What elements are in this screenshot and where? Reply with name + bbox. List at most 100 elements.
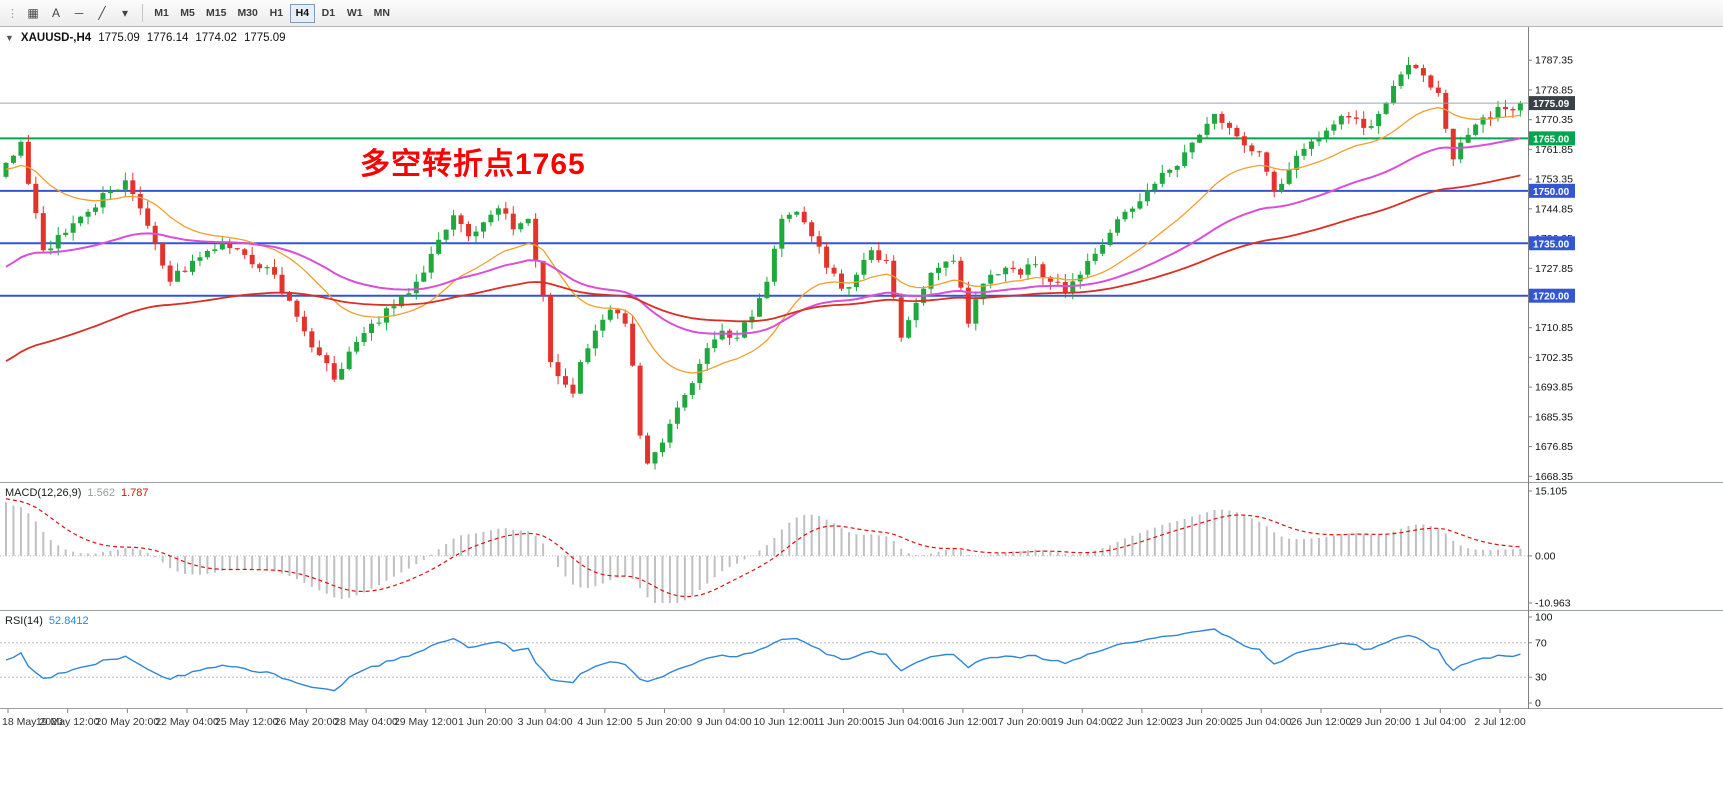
macd-axis-label: 0.00 bbox=[1535, 550, 1556, 562]
one-click-collapse-icon[interactable]: ▼ bbox=[5, 33, 14, 43]
time-axis-label: 3 Jun 04:00 bbox=[518, 716, 573, 728]
hline-price-badge bbox=[1529, 131, 1575, 146]
timeframe-m1-button[interactable]: M1 bbox=[154, 7, 169, 19]
price-axis-label: 1702.35 bbox=[1535, 352, 1573, 364]
ma-fast-orange bbox=[5, 106, 1521, 374]
time-axis-label: 25 May 12:00 bbox=[215, 716, 279, 728]
macd-signal-line bbox=[5, 498, 1521, 598]
hline-price-badge bbox=[1529, 288, 1575, 303]
rsi-canvas[interactable]: 100 70 30 0 bbox=[0, 611, 1723, 709]
ma-slow-red bbox=[5, 174, 1521, 362]
time-axis-label: 23 Jun 20:00 bbox=[1171, 716, 1232, 728]
time-axis-label: 4 Jun 12:00 bbox=[577, 716, 632, 728]
rsi-axis-label: 70 bbox=[1535, 637, 1547, 649]
rsi-value: 52.8412 bbox=[48, 615, 89, 627]
time-axis-label: 28 May 04:00 bbox=[334, 716, 398, 728]
price-axis-label: 1676.85 bbox=[1535, 441, 1573, 453]
time-axis-label: 29 Jun 20:00 bbox=[1350, 716, 1411, 728]
price-axis-label: 1770.35 bbox=[1535, 114, 1573, 126]
time-axis-label: 9 Jun 04:00 bbox=[697, 716, 752, 728]
timeframe-h4-button[interactable]: H4 bbox=[289, 3, 315, 23]
hline-price-badge bbox=[1529, 236, 1575, 251]
time-axis-label: 1 Jun 20:00 bbox=[458, 716, 513, 728]
macd-canvas[interactable]: 15.105 0.00 -10.963 bbox=[0, 483, 1723, 611]
candlesticks[interactable] bbox=[3, 56, 1523, 470]
time-axis-label: 19 Jun 04:00 bbox=[1052, 716, 1113, 728]
trendline-tool-icon[interactable]: ╱ bbox=[98, 6, 106, 20]
macd-name: MACD(12,26,9) bbox=[5, 487, 82, 499]
time-axis-label: 11 Jun 20:00 bbox=[814, 716, 874, 728]
hline-price-badge-text: 1750.00 bbox=[1533, 187, 1570, 198]
hline-tool-icon[interactable]: ─ bbox=[74, 6, 84, 20]
rsi-label: RSI(14) 52.8412 bbox=[5, 615, 89, 627]
price-axis-label: 1693.85 bbox=[1535, 382, 1573, 394]
time-axis-label: 26 Jun 12:00 bbox=[1291, 716, 1352, 728]
time-axis-label: 1 Jul 04:00 bbox=[1415, 716, 1467, 728]
toolbar: ⋮ ▦ A ─ ╱ ▾ M1 M5 M15 M30 H1 H4 D1 W1 MN bbox=[0, 0, 1723, 27]
time-axis-label: 19 May 12:00 bbox=[36, 716, 100, 728]
ohlc-close: 1775.09 bbox=[243, 32, 286, 44]
rsi-axis-label: 30 bbox=[1535, 672, 1547, 684]
ohlc-open: 1775.09 bbox=[98, 32, 140, 44]
timeframe-w1-button[interactable]: W1 bbox=[346, 7, 363, 19]
macd-signal-value: 1.787 bbox=[120, 487, 149, 499]
chart-type-icon[interactable]: ▦ bbox=[27, 6, 39, 20]
text-tool-icon[interactable]: A bbox=[51, 6, 60, 20]
macd-axis-label: 15.105 bbox=[1535, 486, 1567, 498]
price-axis-label: 1753.35 bbox=[1535, 174, 1573, 186]
timeframes-toolbar: M1 M5 M15 M30 H1 H4 D1 W1 MN bbox=[149, 3, 395, 23]
time-axis-label: 17 Jun 20:00 bbox=[992, 716, 1053, 728]
time-axis-label: 29 May 12:00 bbox=[394, 716, 458, 728]
line-studies-toolbar: ▦ A ─ ╱ ▾ bbox=[22, 3, 136, 23]
symbol-title: XAUUSD-,H4 bbox=[20, 32, 92, 44]
price-axis-label: 1727.85 bbox=[1535, 263, 1573, 275]
rsi-axis-label: 0 bbox=[1535, 698, 1541, 710]
timeframe-m15-button[interactable]: M15 bbox=[206, 7, 227, 19]
hline-price-badge bbox=[1529, 183, 1575, 198]
current-price-badge-text: 1775.09 bbox=[1533, 99, 1570, 110]
ma-mid-magenta bbox=[5, 137, 1521, 335]
macd-histogram bbox=[5, 502, 1522, 603]
time-axis[interactable]: 18 May 2020 19 May 12:00 20 May 20:00 22 Ma… bbox=[0, 709, 1723, 792]
symbol-ohlc-readout: ▼ XAUUSD-,H4 1775.09 1776.14 1774.02 177… bbox=[5, 32, 286, 44]
price-axis-label: 1787.35 bbox=[1535, 55, 1573, 67]
current-price-badge bbox=[1529, 96, 1575, 111]
timeframe-d1-button[interactable]: D1 bbox=[321, 7, 336, 19]
macd-main-value: 1.562 bbox=[87, 487, 115, 499]
tools-dropdown-icon[interactable]: ▾ bbox=[121, 6, 129, 20]
toolbar-grip[interactable]: ⋮ bbox=[7, 7, 18, 20]
time-axis-label: 16 Jun 12:00 bbox=[933, 716, 994, 728]
macd-axis-label: -10.963 bbox=[1535, 598, 1571, 610]
timeframe-h1-button[interactable]: H1 bbox=[269, 7, 284, 19]
main-chart-canvas[interactable]: 1787.35 1778.85 1770.35 1761.85 1753.35 1744.… bbox=[0, 27, 1723, 483]
chart-annotation-text[interactable]: 多空转折点1765 bbox=[360, 148, 586, 181]
price-axis-label: 1744.85 bbox=[1535, 203, 1573, 215]
time-axis-label: 2 Jul 12:00 bbox=[1474, 716, 1526, 728]
price-axis-label: 1685.35 bbox=[1535, 411, 1573, 423]
macd-panel: 15.105 0.00 -10.963 MACD(12,26,9) 1.562 1.… bbox=[0, 483, 1723, 611]
price-axis-label: 1668.35 bbox=[1535, 471, 1573, 483]
rsi-line bbox=[5, 628, 1521, 692]
hline-price-badge-text: 1765.00 bbox=[1533, 134, 1570, 145]
price-axis-label: 1761.85 bbox=[1535, 144, 1573, 156]
rsi-axis-label: 100 bbox=[1535, 612, 1553, 624]
time-axis-label: 22 Jun 12:00 bbox=[1112, 716, 1173, 728]
time-axis-label: 10 Jun 12:00 bbox=[753, 716, 814, 728]
hline-price-badge-text: 1720.00 bbox=[1533, 292, 1570, 303]
price-axis-label: 1778.85 bbox=[1535, 84, 1573, 96]
timeframe-m30-button[interactable]: M30 bbox=[237, 7, 258, 19]
time-axis-label: 18 May 2020 bbox=[2, 716, 63, 728]
rsi-panel: 100 70 30 0 RSI(14) 52.8412 bbox=[0, 611, 1723, 709]
time-axis-label: 5 Jun 20:00 bbox=[637, 716, 692, 728]
price-axis[interactable]: 1787.35 1778.85 1770.35 1761.85 1753.35 1744.… bbox=[1528, 55, 1573, 483]
time-axis-label: 20 May 20:00 bbox=[96, 716, 160, 728]
timeframe-m5-button[interactable]: M5 bbox=[180, 7, 195, 19]
time-axis-label: 26 May 20:00 bbox=[275, 716, 339, 728]
time-axis-label: 25 Jun 04:00 bbox=[1231, 716, 1292, 728]
timeframe-mn-button[interactable]: MN bbox=[373, 7, 390, 19]
ohlc-low: 1774.02 bbox=[195, 32, 237, 44]
toolbar-separator bbox=[142, 4, 143, 22]
